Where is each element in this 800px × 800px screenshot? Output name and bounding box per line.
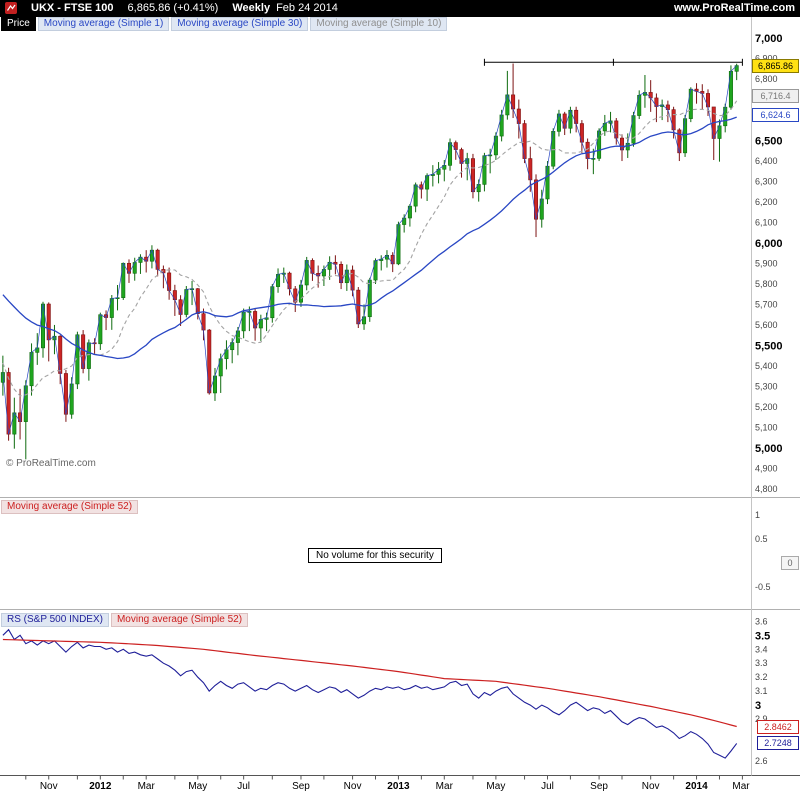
symbol-title: UKX - FTSE 100 <box>31 2 114 14</box>
svg-text:Nov: Nov <box>344 781 362 792</box>
svg-text:3.2: 3.2 <box>755 672 768 682</box>
svg-text:0.5: 0.5 <box>755 534 768 544</box>
svg-text:Nov: Nov <box>642 781 660 792</box>
svg-text:3.1: 3.1 <box>755 686 768 696</box>
axis-labels: 4,800 4,900 5,000 5,100 5,200 5,300 5,400 5,500… <box>755 33 783 766</box>
svg-text:Mar: Mar <box>138 781 156 792</box>
svg-text:Sep: Sep <box>292 781 310 792</box>
resistance-line-drawing[interactable] <box>483 58 743 66</box>
svg-text:5,000: 5,000 <box>755 443 783 455</box>
rs-last-value-box: 2.7248 <box>757 736 799 751</box>
no-volume-message: No volume for this security <box>308 548 442 563</box>
svg-text:2.9: 2.9 <box>755 714 768 724</box>
rs-ma-value-box: 2.8462 <box>757 719 799 734</box>
prorealtime-watermark: © ProRealTime.com <box>6 458 96 469</box>
volume-zero-box: 0 <box>781 556 799 570</box>
panel-label-price[interactable]: Price <box>1 17 36 31</box>
prorealtime-site-link[interactable]: www.ProRealTime.com <box>673 2 795 14</box>
price-panel-indicator-bar: Price Moving average (Simple 1) Moving a… <box>1 17 448 31</box>
svg-text:5,600: 5,600 <box>755 320 778 330</box>
svg-text:Mar: Mar <box>732 781 750 792</box>
svg-text:5,400: 5,400 <box>755 361 778 371</box>
svg-text:6,000: 6,000 <box>755 238 783 250</box>
chart-date: Feb 24 2014 <box>276 2 338 14</box>
svg-text:5,700: 5,700 <box>755 299 778 309</box>
svg-text:6,200: 6,200 <box>755 197 778 207</box>
svg-text:6,400: 6,400 <box>755 156 778 166</box>
svg-text:2013: 2013 <box>387 781 410 792</box>
ma30-value-box: 6,624.6 <box>752 108 799 123</box>
svg-text:3.6: 3.6 <box>755 616 768 626</box>
title-bar: UKX - FTSE 100 6,865.86 (+0.41%) Weekly … <box>0 0 800 16</box>
rs-panel-indicator-bar: RS (S&P 500 INDEX) Moving average (Simpl… <box>1 613 249 627</box>
svg-text:6,300: 6,300 <box>755 177 778 187</box>
svg-text:3.3: 3.3 <box>755 658 768 668</box>
svg-text:Jul: Jul <box>541 781 554 792</box>
indicator-chip-rs[interactable]: RS (S&P 500 INDEX) <box>1 613 109 627</box>
svg-text:5,200: 5,200 <box>755 402 778 412</box>
indicator-chip-rs-ma52[interactable]: Moving average (Simple 52) <box>110 613 249 627</box>
svg-text:4,900: 4,900 <box>755 463 778 473</box>
last-quote: 6,865.86 (+0.41%) <box>127 2 219 14</box>
app-icon <box>5 2 17 14</box>
svg-text:7,000: 7,000 <box>755 33 783 45</box>
svg-text:6,800: 6,800 <box>755 74 778 84</box>
svg-text:4,800: 4,800 <box>755 484 778 494</box>
rs-lines <box>2 628 738 759</box>
indicator-chip-ma10[interactable]: Moving average (Simple 10) <box>310 17 448 31</box>
svg-text:Nov: Nov <box>40 781 58 792</box>
last-price-box: 6,865.86 <box>752 58 799 73</box>
svg-text:1: 1 <box>755 510 760 520</box>
svg-text:May: May <box>486 781 505 792</box>
svg-text:Mar: Mar <box>436 781 454 792</box>
svg-text:5,900: 5,900 <box>755 258 778 268</box>
indicator-chip-ma30[interactable]: Moving average (Simple 30) <box>171 17 309 31</box>
svg-text:2014: 2014 <box>685 781 708 792</box>
svg-text:2.6: 2.6 <box>755 756 768 766</box>
volume-panel-indicator-bar: Moving average (Simple 52) <box>1 500 139 514</box>
svg-text:5,500: 5,500 <box>755 340 783 352</box>
timeframe-label: Weekly <box>232 2 271 14</box>
ma10-value-box: 6,716.4 <box>752 89 799 104</box>
svg-text:6,100: 6,100 <box>755 218 778 228</box>
time-axis: Nov 2012 Mar May Jul Sep Nov 2013 Mar May Jul Sep No… <box>25 775 750 792</box>
svg-text:Sep: Sep <box>590 781 608 792</box>
svg-text:-0.5: -0.5 <box>755 582 771 592</box>
indicator-chip-ma1[interactable]: Moving average (Simple 1) <box>37 17 170 31</box>
svg-text:6,500: 6,500 <box>755 136 783 148</box>
svg-text:May: May <box>188 781 207 792</box>
svg-text:5,800: 5,800 <box>755 279 778 289</box>
panel-separators <box>0 16 800 776</box>
svg-text:5,300: 5,300 <box>755 381 778 391</box>
indicator-chip-volume-ma52[interactable]: Moving average (Simple 52) <box>1 500 139 514</box>
svg-text:Jul: Jul <box>237 781 250 792</box>
price-moving-averages <box>2 65 738 435</box>
svg-text:3.5: 3.5 <box>755 630 770 642</box>
svg-text:5,100: 5,100 <box>755 422 778 432</box>
candlesticks <box>0 63 739 460</box>
svg-text:3.4: 3.4 <box>755 644 768 654</box>
svg-text:2012: 2012 <box>89 781 112 792</box>
svg-text:3: 3 <box>755 700 761 712</box>
